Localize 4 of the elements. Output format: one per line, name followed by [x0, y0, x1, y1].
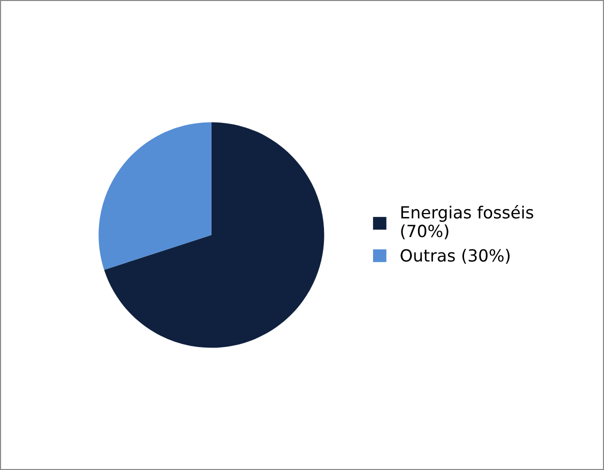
- pie-slice: [98, 122, 212, 270]
- pie-slice: [104, 122, 324, 348]
- legend-label: Energias fosséis (70%): [401, 205, 534, 240]
- legend-label: Outras (30%): [400, 248, 510, 264]
